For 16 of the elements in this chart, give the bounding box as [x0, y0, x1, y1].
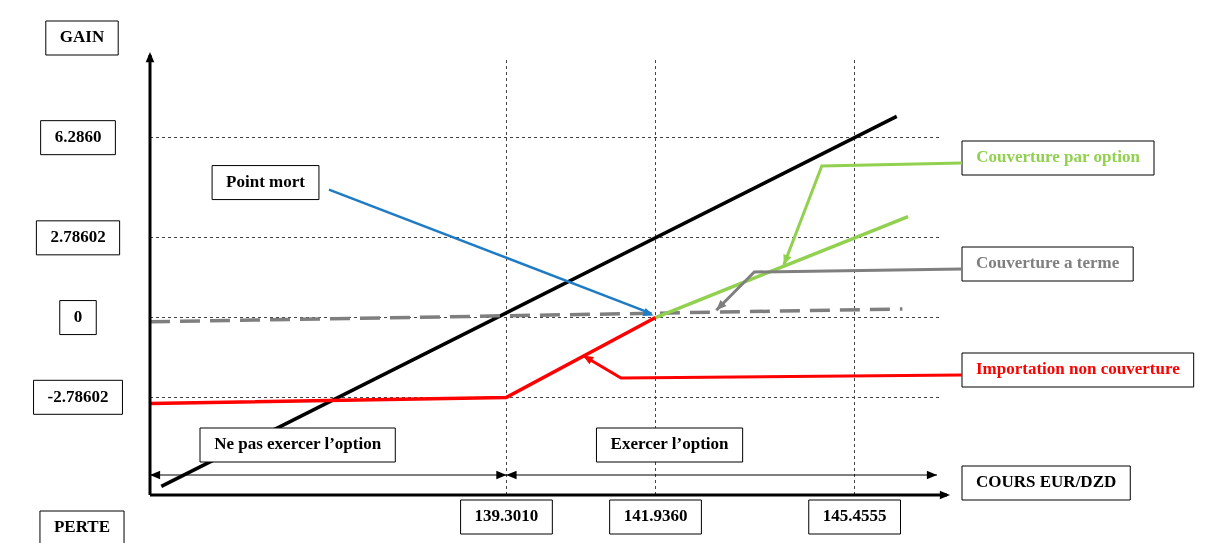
y-axis-title: GAIN	[59, 27, 105, 47]
x-axis-title: COURS EUR/DZD	[975, 472, 1117, 492]
text: Couverture par option	[976, 147, 1141, 167]
y-tick-label: 2.78602	[50, 227, 106, 247]
annotation: Exercer l’option	[610, 434, 730, 454]
text: PERTE	[53, 517, 111, 537]
y-tick-label: -2.78602	[47, 386, 109, 406]
annotation: Point mort	[226, 171, 306, 191]
y-tick-label: 0	[73, 306, 83, 326]
x-tick-label: 139.3010	[474, 506, 539, 526]
x-tick-label: 141.9360	[623, 506, 688, 526]
text: Importation non couverture	[975, 359, 1181, 379]
y-tick-label: 6.2860	[54, 127, 102, 147]
x-tick-label: 145.4555	[822, 506, 887, 526]
annotation: Ne pas exercer l’option	[214, 434, 382, 454]
text: Couverture a terme	[976, 253, 1120, 273]
